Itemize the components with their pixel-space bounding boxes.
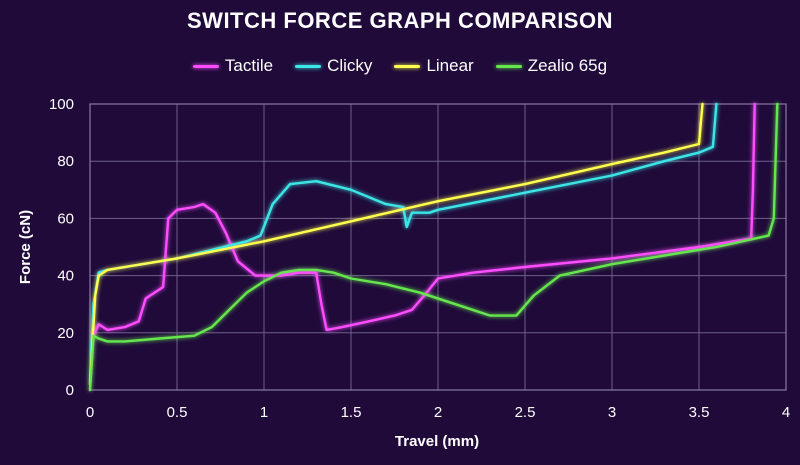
y-tick-label: 40 xyxy=(57,268,74,285)
x-tick-label: 3.5 xyxy=(689,404,710,421)
legend-label-clicky: Clicky xyxy=(327,56,373,75)
legend: Tactile Clicky Linear Zealio 65g xyxy=(0,56,800,76)
y-tick-label: 0 xyxy=(66,382,74,399)
x-axis-label: Travel (mm) xyxy=(395,433,479,450)
legend-label-zealio: Zealio 65g xyxy=(527,56,608,75)
legend-item-tactile: Tactile xyxy=(192,56,274,76)
x-tick-label: 2.5 xyxy=(515,404,536,421)
chart-title: SWITCH FORCE GRAPH COMPARISON xyxy=(187,8,613,33)
x-tick-label: 0 xyxy=(86,404,94,421)
y-tick-label: 20 xyxy=(57,325,74,342)
y-tick-label: 80 xyxy=(57,153,74,170)
legend-label-linear: Linear xyxy=(426,56,474,75)
x-tick-label: 2 xyxy=(434,404,442,421)
x-tick-label: 3 xyxy=(608,404,616,421)
x-tick-label: 1 xyxy=(260,404,268,421)
series-line-zealio-65g xyxy=(88,102,779,392)
legend-label-tactile: Tactile xyxy=(224,56,274,75)
legend-swatch-zealio xyxy=(495,64,522,68)
legend-swatch-clicky xyxy=(295,64,322,68)
x-tick-label: 4 xyxy=(782,404,790,421)
x-tick-label: 1.5 xyxy=(341,404,362,421)
legend-swatch-linear xyxy=(394,64,421,68)
legend-item-clicky: Clicky xyxy=(295,56,372,76)
legend-item-linear: Linear xyxy=(394,56,474,76)
y-tick-label: 60 xyxy=(57,210,74,227)
legend-swatch-tactile xyxy=(192,64,219,68)
legend-item-zealio: Zealio 65g xyxy=(495,56,608,76)
plot-border xyxy=(89,103,787,391)
y-tick-label: 100 xyxy=(49,96,74,113)
x-tick-label: 0.5 xyxy=(167,404,188,421)
series-line-clicky xyxy=(88,102,718,383)
series-line-linear xyxy=(88,102,704,386)
y-axis-label: Force (cN) xyxy=(17,210,34,284)
series-line-tactile xyxy=(88,102,756,392)
